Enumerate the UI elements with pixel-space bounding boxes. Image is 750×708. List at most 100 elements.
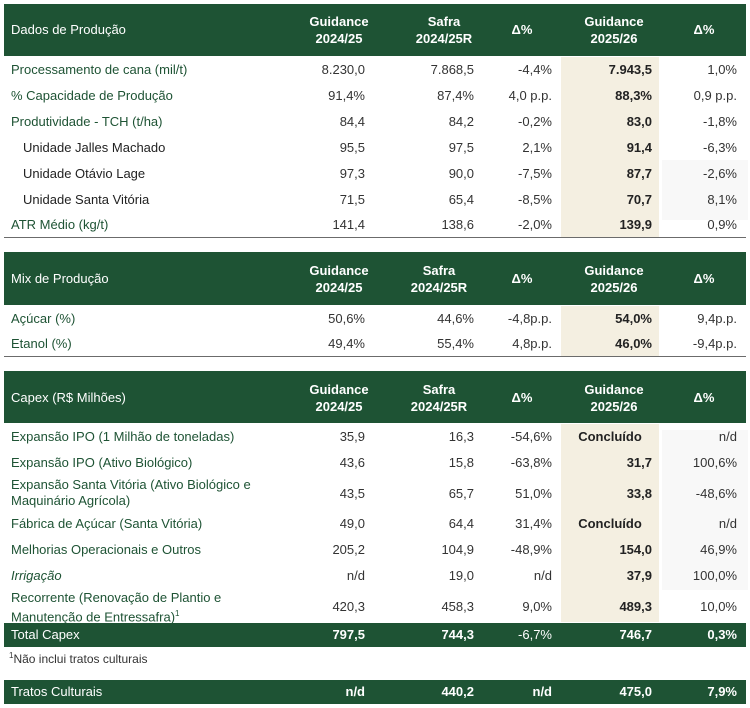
row-label: Irrigação xyxy=(11,568,62,583)
col-safra: Safra 2024/25R xyxy=(415,14,473,46)
col-guidance-2425: Guidance 2024/25 xyxy=(309,14,369,46)
section-divider xyxy=(4,237,746,238)
cell-delta-1: -63,8% xyxy=(510,455,552,470)
cell-guidance-2425: 71,5 xyxy=(339,192,365,207)
table-cell: 7,9% xyxy=(707,684,737,699)
cell-safra-2425r: 458,3 xyxy=(441,599,474,614)
table-cell: Expansão Santa Vitória (Ativo Biológico … xyxy=(11,477,251,492)
cell-delta-2: 100,0% xyxy=(692,568,737,583)
col-delta-1: Δ% xyxy=(511,22,533,37)
cell-delta-1: 4,8p.p. xyxy=(512,336,552,351)
cell-delta-1: 4,0 p.p. xyxy=(508,88,552,103)
table-cell: Manutenção de Entressafra) xyxy=(11,609,176,625)
cell-guidance-2526: 37,9 xyxy=(626,568,652,583)
production-header: Dados de Produção Guidance 2024/25 Safra 2… xyxy=(4,4,746,56)
cell-guidance-2526: 91,4 xyxy=(626,140,652,155)
cell-guidance-2526: Concluído xyxy=(578,516,642,531)
cell-delta-2: -6,3% xyxy=(703,140,737,155)
cell-safra-2425r: 64,4 xyxy=(448,516,474,531)
cell-guidance-2425: n/d xyxy=(346,568,365,583)
cell-guidance-2526: 139,9 xyxy=(619,217,652,232)
table-cell: 797,5 xyxy=(332,627,365,642)
row-label: Expansão IPO (1 Milhão de toneladas) xyxy=(11,429,235,444)
cell-guidance-2526: 154,0 xyxy=(619,542,652,557)
cell-safra-2425r: 7.868,5 xyxy=(430,62,474,77)
table-cell: 475,0 xyxy=(619,684,652,699)
cell-delta-1: -54,6% xyxy=(510,429,552,444)
cell-delta-1: -48,9% xyxy=(510,542,552,557)
cell-guidance-2425: 8.230,0 xyxy=(321,62,365,77)
row-label: Melhorias Operacionais e Outros xyxy=(11,542,202,557)
cell-safra-2425r: 97,5 xyxy=(448,140,474,155)
cell-guidance-2425: 84,4 xyxy=(339,114,365,129)
capex-total-row: Total Capex 797,5 744,3 -6,7% 746,7 0,3% xyxy=(4,623,746,647)
cell-guidance-2526: 88,3% xyxy=(615,88,652,103)
cell-safra-2425r: 138,6 xyxy=(441,217,474,232)
cell-guidance-2526: 489,3 xyxy=(619,599,652,614)
cell-guidance-2425: 49,4% xyxy=(328,336,365,351)
cell-guidance-2425: 35,9 xyxy=(339,429,365,444)
col-delta-1: Δ% xyxy=(511,390,533,405)
cell-delta-2: -2,6% xyxy=(703,166,737,181)
col-delta-2: Δ% xyxy=(693,390,715,405)
cell-guidance-2425: 43,6 xyxy=(339,455,365,470)
row-label: Etanol (%) xyxy=(11,336,72,351)
cell-guidance-2425: 91,4% xyxy=(328,88,365,103)
highlight-column-mix xyxy=(561,306,659,356)
row-label: Unidade Santa Vitória xyxy=(23,192,150,207)
row-label: Açúcar (%) xyxy=(11,311,76,326)
cell-delta-2: 0,9% xyxy=(707,217,737,232)
cell-delta-1: -8,5% xyxy=(518,192,552,207)
cell-delta-1: n/d xyxy=(533,568,552,583)
cell-safra-2425r: 19,0 xyxy=(448,568,474,583)
cell-guidance-2526: 33,8 xyxy=(626,486,652,501)
capex-header: Capex (R$ Milhões) Guidance 2024/25 Safra… xyxy=(4,371,746,423)
cell-delta-1: 51,0% xyxy=(515,486,552,501)
cell-delta-2: -48,6% xyxy=(695,486,737,501)
cell-safra-2425r: 90,0 xyxy=(448,166,474,181)
cell-safra-2425r: 55,4% xyxy=(437,336,474,351)
cell-delta-1: 2,1% xyxy=(522,140,552,155)
col-guidance-2526: Guidance 2025/26 xyxy=(584,14,644,46)
watermark-band-1 xyxy=(662,160,748,220)
footnote: 1Não inclui tratos culturais xyxy=(9,651,148,666)
table-cell: n/d xyxy=(345,684,366,699)
cell-guidance-2526: Concluído xyxy=(578,429,642,444)
mix-header: Mix de Produção Guidance 2024/25 Safra 202… xyxy=(4,252,746,305)
cell-delta-1: -0,2% xyxy=(518,114,552,129)
table-cell: Recorrente (Renovação de Plantio e xyxy=(11,590,222,605)
cell-safra-2425r: 104,9 xyxy=(441,542,474,557)
cell-safra-2425r: 65,4 xyxy=(448,192,474,207)
cell-guidance-2425: 49,0 xyxy=(339,516,365,531)
table-cell: Maquinário Agrícola) xyxy=(11,493,131,508)
col-delta-1: Δ% xyxy=(511,271,533,286)
production-title: Dados de Produção xyxy=(11,22,126,37)
row-label: Unidade Otávio Lage xyxy=(23,166,146,181)
capex-title: Capex (R$ Milhões) xyxy=(11,390,126,405)
col-delta-2: Δ% xyxy=(693,271,715,286)
cell-delta-1: -4,8p.p. xyxy=(507,311,552,326)
cell-guidance-2526: 54,0% xyxy=(615,311,652,326)
highlight-column-capex xyxy=(561,424,659,622)
table-cell: Manutenção de Entressafra)1 xyxy=(11,609,180,625)
col-guidance-2526: Guidance 2025/26 xyxy=(584,263,644,295)
watermark-band-2 xyxy=(662,430,748,590)
row-label: Fábrica de Açúcar (Santa Vitória) xyxy=(11,516,203,531)
row-label: Expansão IPO (Ativo Biológico) xyxy=(11,455,193,470)
mix-title: Mix de Produção xyxy=(11,271,109,286)
cell-guidance-2425: 50,6% xyxy=(328,311,365,326)
table-cell: n/d xyxy=(532,684,553,699)
cell-safra-2425r: 65,7 xyxy=(448,486,474,501)
cell-safra-2425r: 44,6% xyxy=(437,311,474,326)
cell-guidance-2425: 97,3 xyxy=(339,166,365,181)
cell-guidance-2526: 7.943,5 xyxy=(608,62,652,77)
cell-guidance-2526: 70,7 xyxy=(626,192,652,207)
cell-guidance-2526: 31,7 xyxy=(626,455,652,470)
cell-delta-2: -1,8% xyxy=(703,114,737,129)
cell-guidance-2425: 95,5 xyxy=(339,140,365,155)
cell-delta-1: -2,0% xyxy=(518,217,552,232)
row-label: % Capacidade de Produção xyxy=(11,88,173,103)
cell-delta-2: -9,4p.p. xyxy=(692,336,737,351)
highlight-column-production xyxy=(561,57,659,237)
cell-delta-2: n/d xyxy=(718,516,737,531)
